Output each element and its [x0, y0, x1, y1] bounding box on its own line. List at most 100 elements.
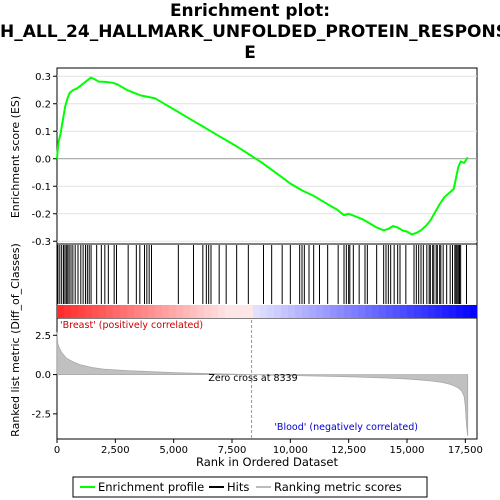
x-tick-label: 12,500	[331, 445, 366, 456]
gradient-segment	[470, 305, 478, 318]
es-y-tick-label: -0.3	[31, 237, 51, 248]
gradient-segment	[134, 305, 142, 318]
x-ticks: 0 2,500 5,000 7,500 10,000 12,500 15,000 17,500	[54, 439, 483, 456]
positive-class-label: 'Breast' (positively correlated)	[60, 320, 203, 331]
gradient-segment	[225, 305, 233, 318]
gradient-segment	[281, 305, 289, 318]
gradient-segment	[148, 305, 156, 318]
zero-cross-label: Zero cross at 8339	[208, 373, 297, 384]
gradient-segment	[85, 305, 93, 318]
es-y-tick-label: 0.0	[35, 154, 51, 165]
gradient-segment	[64, 305, 72, 318]
gradient-segment	[155, 305, 163, 318]
gradient-segment	[414, 305, 422, 318]
gradient-segment	[239, 305, 247, 318]
x-tick-label: 5,000	[159, 445, 188, 456]
gradient-segment	[204, 305, 212, 318]
gradient-segment	[253, 305, 261, 318]
gradient-segment	[113, 305, 121, 318]
metric-area-group	[56, 332, 469, 436]
gradient-segment	[57, 305, 65, 318]
gradient-segment	[288, 305, 296, 318]
gradient-segment	[316, 305, 324, 318]
es-y-tick-label: 0.1	[35, 127, 51, 138]
gradient-segment	[337, 305, 345, 318]
metric-y-tick-label: 2.5	[35, 331, 51, 342]
es-y-axis-label: Enrichment score (ES)	[9, 96, 22, 218]
gradient-segment	[435, 305, 443, 318]
gradient-segment	[407, 305, 415, 318]
gradient-segment	[372, 305, 380, 318]
gradient-segment	[92, 305, 100, 318]
metric-y-tick-label: 0.0	[35, 370, 51, 381]
x-tick-label: 7,500	[218, 445, 247, 456]
gradient-segment	[99, 305, 107, 318]
es-gridlines	[57, 75, 477, 242]
legend-label-ranking: Ranking metric scores	[274, 480, 402, 494]
gradient-segment	[162, 305, 170, 318]
hits-group	[57, 245, 467, 304]
legend-label-hits: Hits	[227, 480, 249, 494]
es-y-tick-label: -0.2	[31, 209, 51, 220]
gradient-segment	[78, 305, 86, 318]
gradient-segment	[183, 305, 191, 318]
title-line-2: H_ALL_24_HALLMARK_UNFOLDED_PROTEIN_RESPO…	[0, 22, 500, 42]
metric-y-tick-label: -2.5	[31, 409, 51, 420]
es-y-ticks: -0.3 -0.2 -0.1 0.0 0.1 0.2 0.3	[31, 72, 57, 248]
gradient-segment	[197, 305, 205, 318]
es-line-group	[56, 76, 477, 236]
es-y-tick-label: -0.1	[31, 182, 51, 193]
gradient-segment	[344, 305, 352, 318]
gradient-segment	[267, 305, 275, 318]
x-tick-label: 0	[54, 445, 60, 456]
es-y-tick-label: 0.3	[35, 72, 51, 83]
x-tick-label: 15,000	[390, 445, 425, 456]
gradient-segment	[211, 305, 219, 318]
gradient-segment	[274, 305, 282, 318]
title-line-1: Enrichment plot:	[169, 1, 331, 21]
gradient-segment	[120, 305, 128, 318]
gradient-segment	[330, 305, 338, 318]
x-tick-label: 2,500	[101, 445, 130, 456]
legend-box	[72, 476, 428, 498]
es-panel-frame	[56, 67, 478, 245]
gradient-segment	[449, 305, 457, 318]
es-y-tick-label: 0.2	[35, 99, 51, 110]
gradient-segment	[309, 305, 317, 318]
metric-y-axis-label: Ranked list metric (Diff_of_Classes)	[9, 243, 22, 437]
negative-class-label: 'Blood' (negatively correlated)	[274, 422, 418, 433]
gradient-segment	[190, 305, 198, 318]
gradient-segment	[400, 305, 408, 318]
gradient-segment	[379, 305, 387, 318]
enrichment-profile-line	[56, 76, 469, 236]
gradient-segment	[127, 305, 135, 318]
title-line-3: E	[244, 43, 256, 63]
gradient-segment	[421, 305, 429, 318]
gradient-segment	[463, 305, 471, 318]
gradient-segment	[442, 305, 450, 318]
gradient-segment	[393, 305, 401, 318]
gradient-segment	[323, 305, 331, 318]
gradient-segment	[169, 305, 177, 318]
rank-gradient-bar	[57, 305, 478, 318]
gradient-segment	[456, 305, 464, 318]
legend-label-enrichment: Enrichment profile	[98, 480, 204, 494]
gradient-segment	[106, 305, 114, 318]
gradient-segment	[302, 305, 310, 318]
gradient-segment	[232, 305, 240, 318]
gradient-segment	[386, 305, 394, 318]
gradient-segment	[365, 305, 373, 318]
gradient-segment	[71, 305, 79, 318]
gradient-segment	[351, 305, 359, 318]
metric-y-ticks: -2.5 0.0 2.5	[31, 331, 57, 420]
gradient-segment	[218, 305, 226, 318]
gradient-segment	[428, 305, 436, 318]
x-tick-label: 17,500	[448, 445, 483, 456]
x-axis-label: Rank in Ordered Dataset	[196, 455, 339, 469]
gradient-segment	[176, 305, 184, 318]
gradient-segment	[295, 305, 303, 318]
gradient-segment	[260, 305, 268, 318]
ranking-metric-area	[56, 332, 469, 436]
